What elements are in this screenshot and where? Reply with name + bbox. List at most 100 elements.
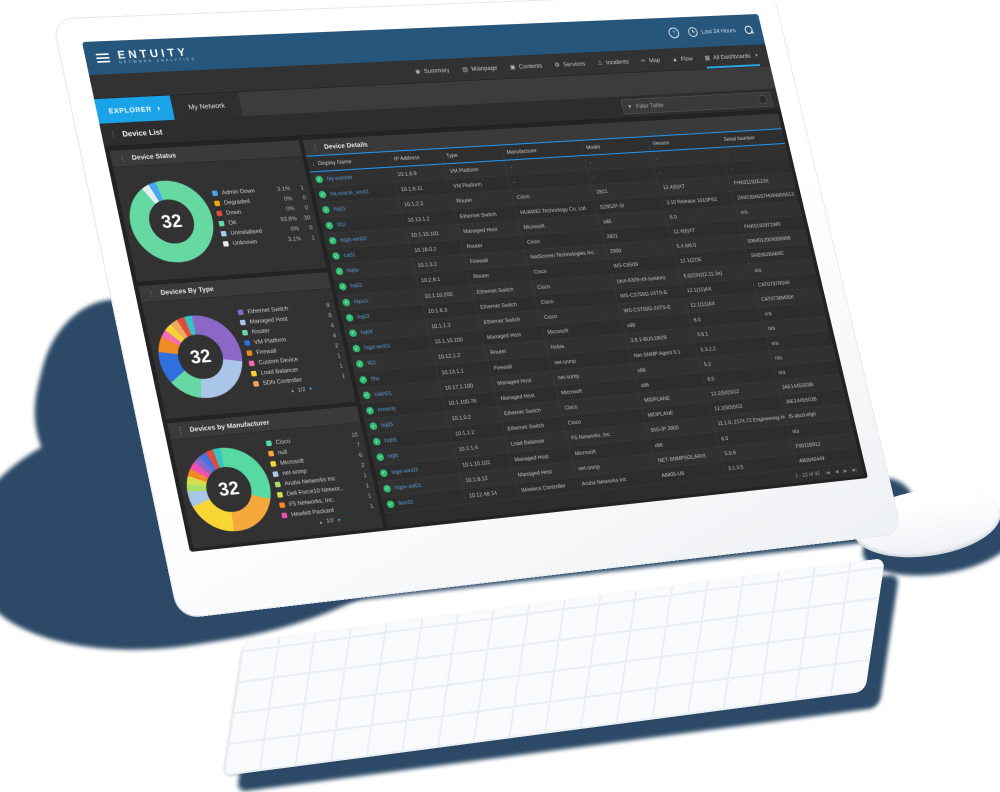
legend-count: 1 (300, 234, 315, 241)
nav-item-label: Summary (423, 66, 450, 74)
filter-placeholder: Filter Table (635, 101, 664, 109)
nav-item-flow[interactable]: ▲ Flow (670, 48, 696, 71)
device-name-link[interactable]: fl02 (336, 221, 346, 228)
legend-swatch (212, 190, 218, 196)
filter-clear-icon[interactable] (757, 95, 767, 104)
status-ok-icon: ✓ (369, 422, 378, 430)
legend-count: 1 (355, 483, 370, 491)
nav-item-contents[interactable]: ▣ Contents (507, 54, 544, 78)
nav-item-services[interactable]: ⚙ Services (552, 52, 588, 75)
legend-swatch (268, 451, 274, 457)
legend-swatch (237, 309, 243, 315)
devices-by-type-legend: Ethernet Switch 9 Managed Host 8 Router 4 VM P… (237, 300, 348, 399)
device-name-link[interactable]: hqlb (387, 452, 399, 459)
legend-count: 2 (324, 342, 339, 350)
menu-icon[interactable] (95, 53, 110, 63)
panel-title: Device Status (131, 151, 177, 161)
pagination-icon[interactable]: |◀ (825, 470, 831, 476)
device-name-link[interactable]: hq04 (360, 328, 373, 335)
details-column: ⋮ Device Details ↓ Display Name IP Address T… (303, 114, 864, 528)
legend-swatch (240, 320, 246, 326)
legend-count: 4 (320, 322, 335, 329)
device-name-link[interactable]: hqpt-win03 (391, 466, 419, 475)
nav-item-label: Mainpage (470, 64, 497, 72)
column-header-label: Model (586, 144, 601, 151)
panel-title: Device Details (323, 141, 368, 151)
legend-percent: 0% (268, 195, 293, 203)
device-name-link[interactable]: flfw (370, 375, 380, 382)
time-range-selector[interactable]: Last 24 Hours (687, 25, 737, 37)
nav-item-label: Incidents (605, 58, 629, 66)
legend-swatch (242, 330, 248, 336)
pagination-icon[interactable]: ▶| (852, 467, 858, 473)
pagination-icon[interactable]: ▶ (843, 468, 847, 474)
legend-swatch (244, 340, 250, 346)
legend-count: 0 (294, 204, 309, 211)
nav-item-map[interactable]: ✂ Map (638, 49, 662, 72)
nav-item-all-dashboards[interactable]: ▦ All Dashboards ▾ (702, 45, 760, 69)
nav-item-mainpage[interactable]: ▤ Mainpage (460, 56, 500, 80)
device-name-link[interactable]: hq-oracle_vm01 (330, 189, 370, 198)
device-name-link[interactable]: hqpt-win01 (363, 343, 391, 352)
mainpage-icon: ▤ (461, 65, 468, 72)
status-ok-icon: ✓ (322, 206, 331, 214)
status-ok-icon: ✓ (318, 191, 327, 199)
kebab-icon[interactable]: ⋮ (311, 143, 320, 152)
help-icon[interactable]: ? (668, 27, 681, 38)
page-down-icon[interactable]: ▼ (336, 517, 342, 523)
device-name-link[interactable]: hq01 (333, 206, 346, 213)
status-ok-icon: ✓ (366, 407, 375, 415)
status-ok-icon: ✓ (345, 314, 354, 322)
device-name-link[interactable]: remedy (377, 405, 396, 413)
device-name-link[interactable]: hq-vcenter (326, 174, 353, 182)
nav-item-incidents[interactable]: ⚠ Incidents (595, 50, 631, 73)
legend-percent: 3.1% (276, 235, 301, 243)
device-name-link[interactable]: flwc01 (398, 499, 415, 507)
device-name-link[interactable]: hqpt-win02 (340, 235, 368, 243)
tab-my-network[interactable]: My Network (170, 92, 243, 120)
chevron-right-icon: › (156, 103, 162, 114)
explorer-button[interactable]: EXPLORER › (94, 95, 175, 123)
status-ok-icon: ✓ (342, 298, 351, 306)
legend-swatch (248, 360, 254, 366)
nav-item-label: All Dashboards (712, 52, 751, 61)
device-name-link[interactable]: hqfw (347, 267, 360, 274)
device-name-link[interactable]: hq05 (380, 421, 393, 429)
status-ok-icon: ✓ (335, 267, 344, 275)
dashboards-icon: ▦ (704, 54, 711, 61)
device-name-link[interactable]: fl01 (367, 360, 377, 367)
panel-devices-by-manufacturer: ⋮ Devices by Manufacturer 32 Cisco 10 null 7… (167, 406, 383, 548)
device-name-link[interactable]: hqpv-sol01 (394, 482, 422, 491)
table-body: ✓ hq-vcenter 10.1.8.9 VM Platform - - - - ✓ hq-or… (310, 144, 861, 513)
content-area: ⋮ Device Status 32 Admin Down 3.1% 1 Degrade… (104, 109, 868, 552)
device-name-link[interactable]: hq03 (357, 313, 370, 320)
device-name-link[interactable]: ca01 (343, 252, 356, 259)
legend-count: 30 (296, 214, 311, 221)
device-name-link[interactable]: calin01 (374, 390, 393, 398)
legend-count: 1 (353, 472, 368, 480)
kebab-icon[interactable]: ⋮ (108, 130, 118, 140)
nav-item-summary[interactable]: ◉ Summary (413, 59, 452, 83)
kebab-icon[interactable]: ⋮ (176, 425, 186, 435)
chevron-down-icon: ▾ (755, 53, 759, 58)
legend-percent: 0% (270, 205, 295, 213)
device-name-link[interactable]: hq06 (384, 437, 397, 445)
kebab-icon[interactable]: ⋮ (147, 289, 157, 299)
legend-swatch (246, 350, 252, 356)
pagination-icon[interactable]: ◀ (834, 469, 838, 475)
legend-count: 0 (292, 194, 307, 201)
dashboard-ui: ENTUITY NETWORK ANALYTICS ? Last 24 Hour… (82, 14, 868, 552)
status-ok-icon: ✓ (315, 176, 324, 184)
legend-swatch (223, 241, 229, 247)
status-ok-icon: ✓ (338, 283, 347, 291)
legend-count: 1 (329, 363, 344, 371)
legend-label: Unknown (232, 237, 278, 246)
page-down-icon[interactable]: ▼ (308, 386, 314, 392)
device-name-link[interactable]: hqucs (353, 297, 369, 304)
kebab-icon[interactable]: ⋮ (118, 153, 128, 163)
sort-desc-icon[interactable]: ↓ (312, 161, 316, 167)
page-up-icon[interactable]: ▲ (289, 388, 295, 394)
page-up-icon[interactable]: ▲ (318, 519, 324, 525)
search-icon[interactable] (744, 25, 754, 34)
device-name-link[interactable]: hq02 (350, 282, 363, 289)
